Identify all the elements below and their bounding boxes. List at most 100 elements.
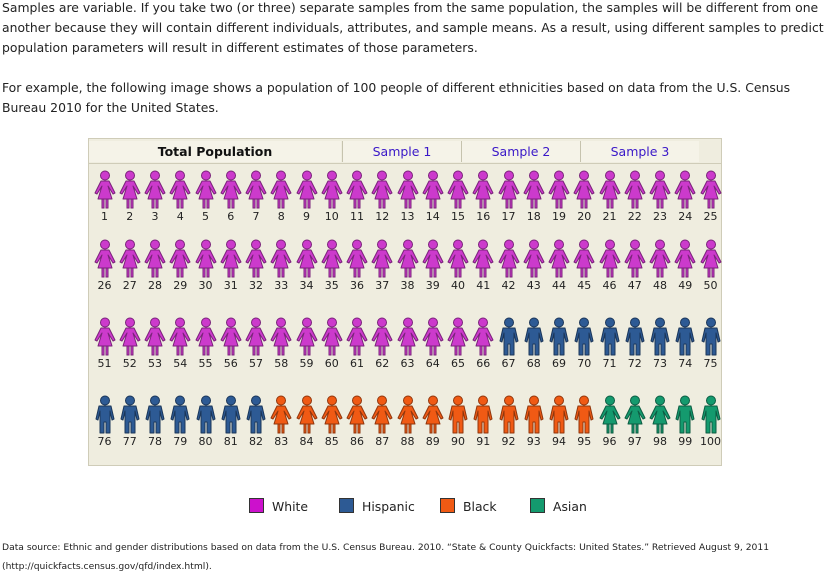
data-source-url: (http://quickfacts.census.gov/qfd/index.… <box>2 561 212 572</box>
male-person-icon <box>549 317 569 356</box>
person-figure: 24 <box>673 170 697 226</box>
person-number: 98 <box>653 435 667 448</box>
person-number: 31 <box>223 279 238 292</box>
person-number: 75 <box>703 357 718 370</box>
person-number: 14 <box>425 210 440 223</box>
person-figure: 5 <box>194 170 218 226</box>
male-person-icon <box>524 395 544 434</box>
female-person-icon <box>422 170 444 209</box>
person-number: 16 <box>476 210 491 223</box>
person-figure: 88 <box>396 395 420 451</box>
person-number: 46 <box>602 279 617 292</box>
male-person-icon <box>675 317 695 356</box>
person-figure: 23 <box>648 170 672 226</box>
person-number: 96 <box>602 435 617 448</box>
person-number: 95 <box>577 435 592 448</box>
person-number: 71 <box>602 357 617 370</box>
person-figure: 14 <box>421 170 445 226</box>
person-figure: 33 <box>269 239 293 295</box>
person-figure: 50 <box>699 239 723 295</box>
female-person-icon <box>649 170 671 209</box>
header-divider <box>89 163 721 164</box>
female-person-icon <box>94 239 115 278</box>
person-figure: 26 <box>93 239 117 295</box>
person-figure: 12 <box>370 170 394 226</box>
person-number: 8 <box>277 210 285 223</box>
tab-sample-2[interactable]: Sample 2 <box>461 141 580 162</box>
person-figure: 45 <box>572 239 596 295</box>
male-person-icon <box>574 395 594 434</box>
person-number: 32 <box>249 279 263 292</box>
person-number: 37 <box>375 279 390 292</box>
female-person-icon <box>270 239 292 278</box>
person-number: 97 <box>627 435 642 448</box>
person-figure: 10 <box>320 170 344 226</box>
person-figure: 55 <box>194 317 218 373</box>
female-person-icon <box>700 239 721 278</box>
person-number: 11 <box>350 210 364 223</box>
person-figure: 66 <box>471 317 495 373</box>
person-figure: 77 <box>118 395 142 451</box>
person-number: 15 <box>451 210 465 223</box>
person-figure: 95 <box>572 395 596 451</box>
person-figure: 65 <box>446 317 470 373</box>
person-number: 58 <box>274 357 289 370</box>
person-number: 77 <box>122 435 137 448</box>
person-figure: 47 <box>623 239 647 295</box>
person-number: 55 <box>198 357 213 370</box>
person-number: 48 <box>653 279 667 292</box>
person-figure: 20 <box>572 170 596 226</box>
person-number: 36 <box>350 279 364 292</box>
male-person-icon <box>221 395 241 434</box>
female-person-icon <box>144 317 166 356</box>
person-number: 78 <box>148 435 162 448</box>
tab-sample-1[interactable]: Sample 1 <box>342 141 461 162</box>
person-number: 88 <box>400 435 415 448</box>
person-number: 70 <box>577 357 592 370</box>
male-person-icon <box>196 395 215 434</box>
intro-paragraph-1: Samples are variable. If you take two (o… <box>2 0 824 55</box>
legend-swatch-white <box>249 498 264 513</box>
female-person-icon <box>700 170 721 209</box>
female-person-icon <box>245 170 267 209</box>
person-number: 20 <box>577 210 592 223</box>
person-figure: 93 <box>522 395 546 451</box>
female-person-icon <box>169 317 191 356</box>
person-number: 83 <box>274 435 289 448</box>
tab-sample-3[interactable]: Sample 3 <box>580 141 699 162</box>
male-person-icon <box>246 395 266 434</box>
female-person-icon <box>144 170 166 209</box>
female-person-icon <box>447 317 469 356</box>
female-person-icon <box>144 239 166 278</box>
legend-label-hispanic: Hispanic <box>362 499 415 514</box>
person-figure: 67 <box>497 317 521 373</box>
person-number: 90 <box>451 435 465 448</box>
person-figure: 69 <box>547 317 571 373</box>
person-number: 84 <box>299 435 314 448</box>
person-number: 44 <box>552 279 566 292</box>
female-person-icon <box>245 239 267 278</box>
person-figure: 87 <box>370 395 394 451</box>
male-person-icon <box>95 395 114 434</box>
person-figure: 82 <box>244 395 268 451</box>
person-figure: 73 <box>648 317 672 373</box>
legend-swatch-black <box>440 498 455 513</box>
person-figure: 2 <box>118 170 142 226</box>
person-number: 57 <box>249 357 263 370</box>
male-person-icon <box>701 395 720 434</box>
person-figure: 57 <box>244 317 268 373</box>
female-person-icon <box>397 239 418 278</box>
female-person-icon <box>548 170 570 209</box>
person-number: 86 <box>350 435 364 448</box>
person-figure: 76 <box>93 395 117 451</box>
legend-swatch-asian <box>530 498 545 513</box>
person-figure: 39 <box>421 239 445 295</box>
person-figure: 43 <box>522 239 546 295</box>
population-figure: Total Population Sample 1 Sample 2 Sampl… <box>88 138 722 466</box>
person-figure: 13 <box>396 170 420 226</box>
female-person-icon <box>674 170 696 209</box>
female-person-icon <box>220 170 242 209</box>
person-number: 35 <box>324 279 339 292</box>
person-figure: 63 <box>396 317 420 373</box>
person-number: 65 <box>451 357 465 370</box>
